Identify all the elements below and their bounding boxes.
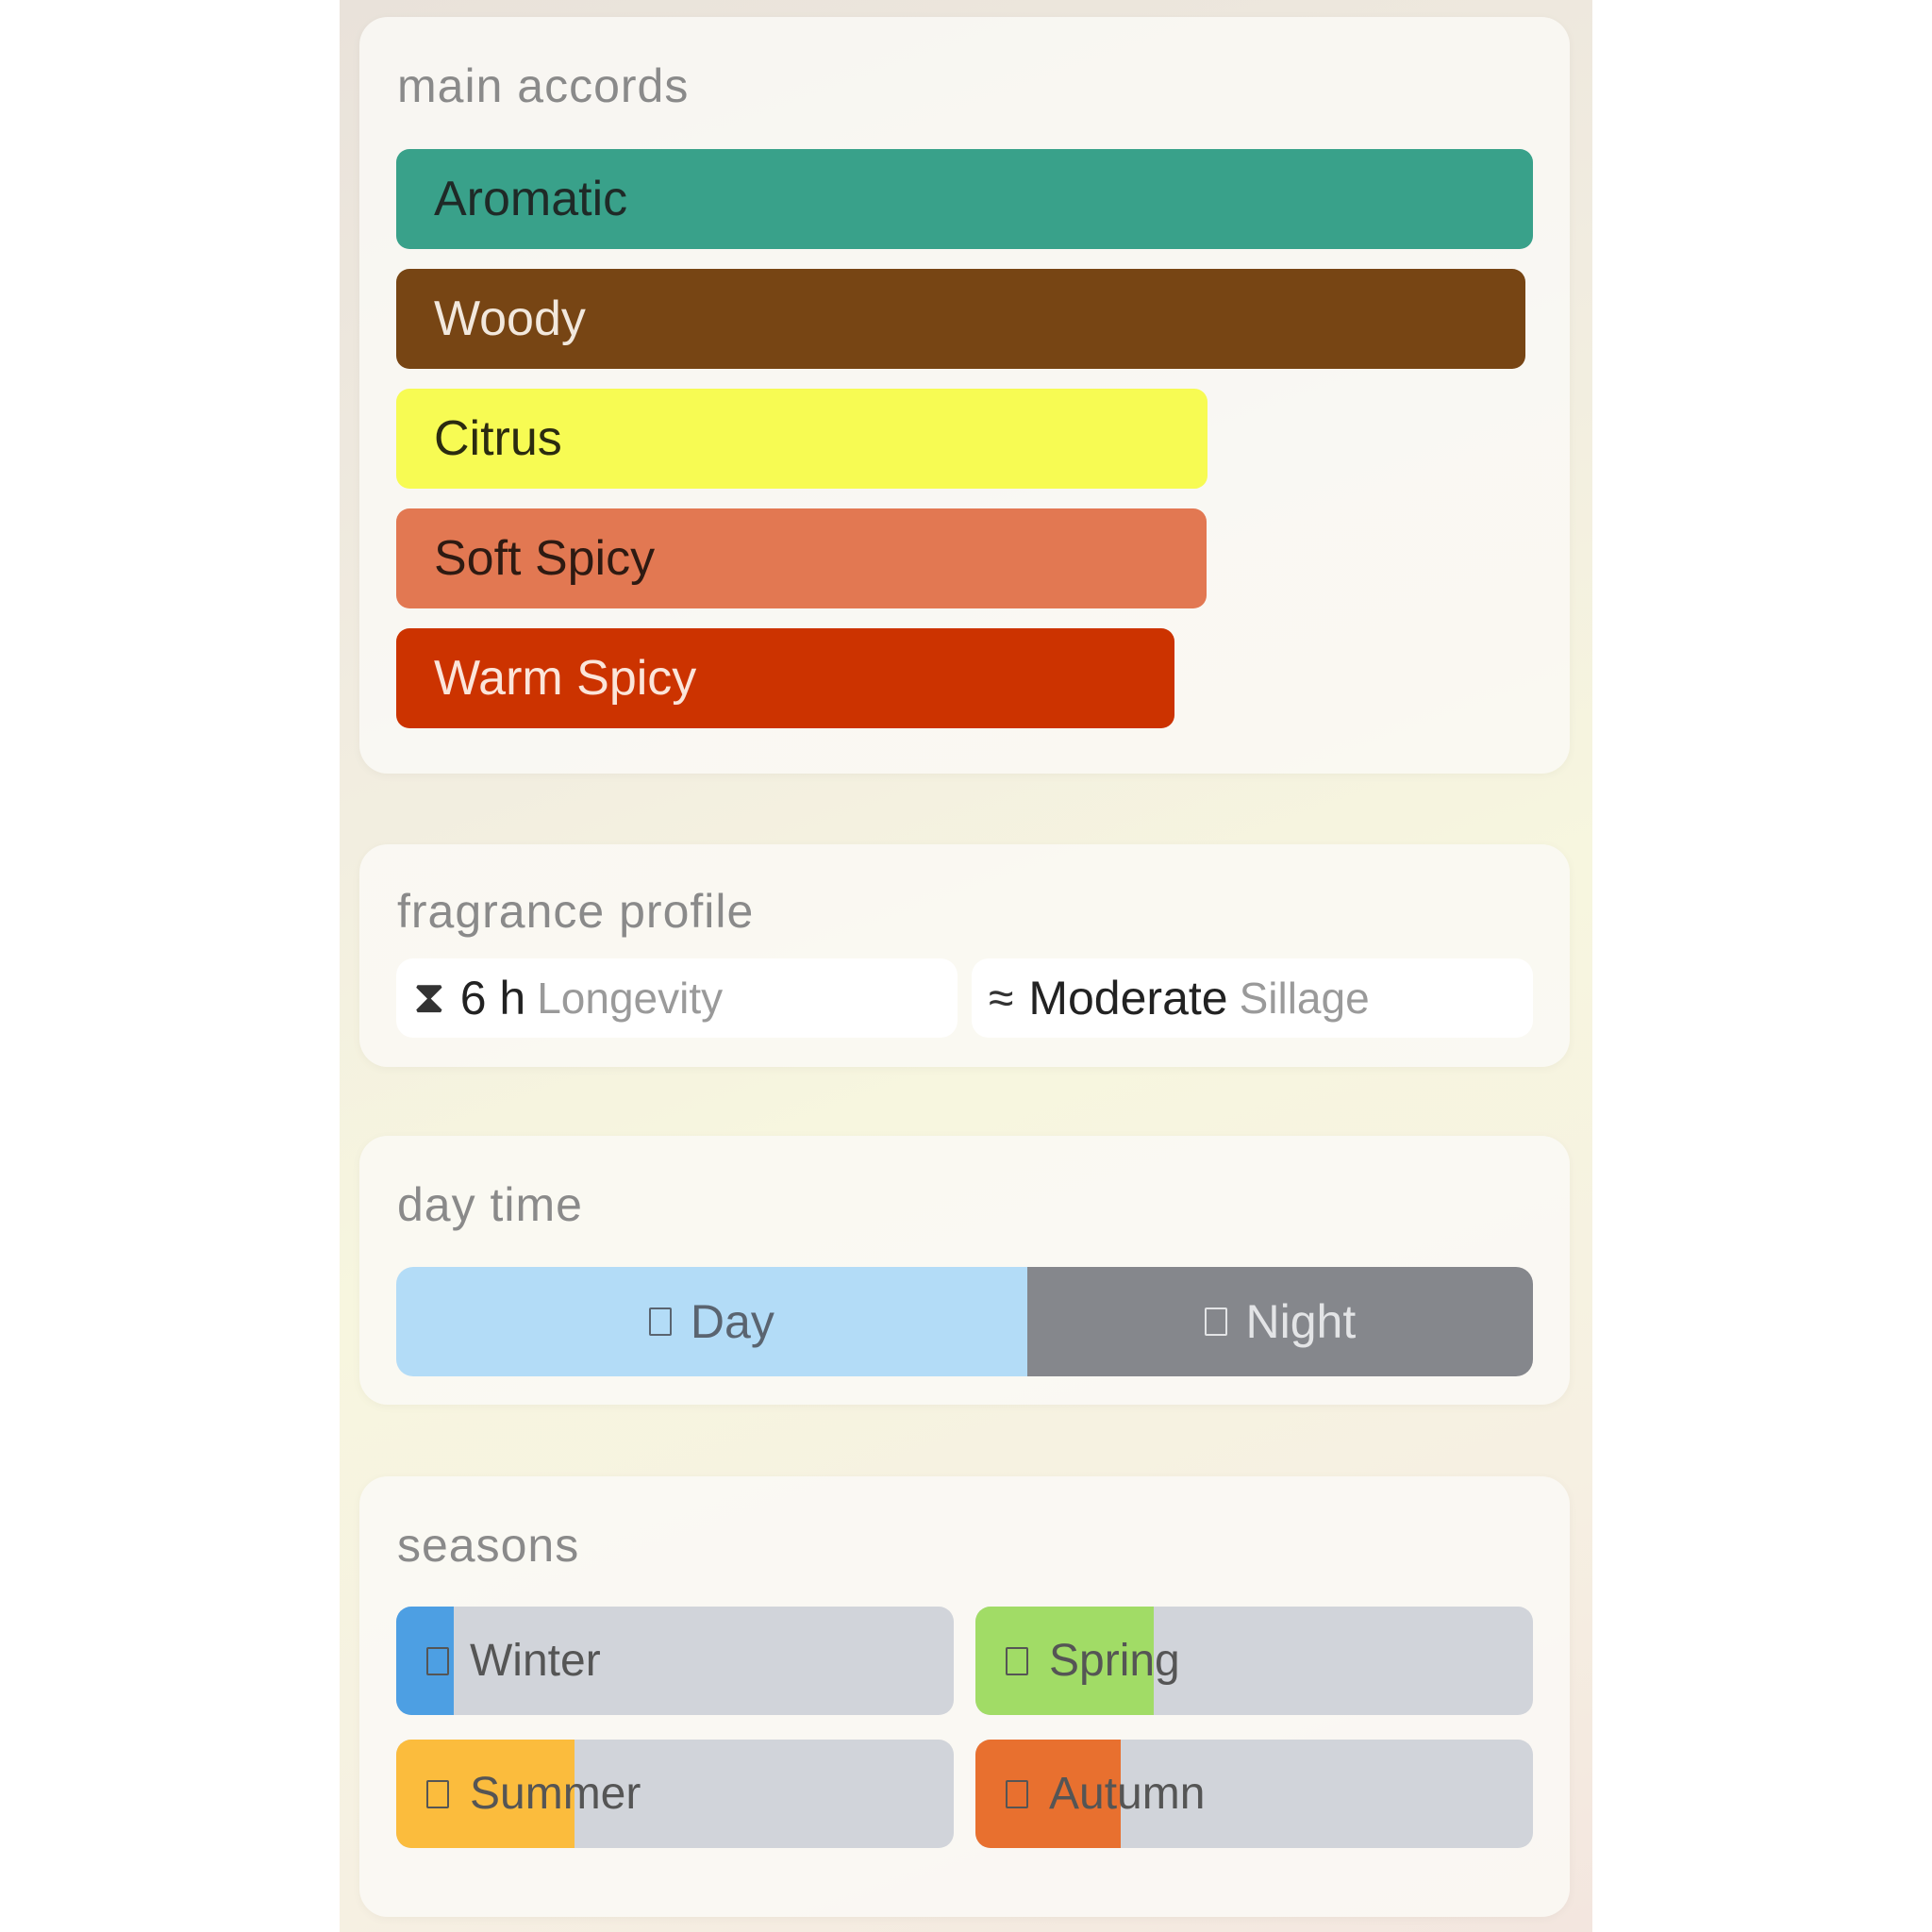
season-fill bbox=[396, 1740, 575, 1848]
accord-bar-woody: Woody bbox=[396, 269, 1525, 369]
season-icon bbox=[426, 1779, 449, 1808]
accord-label: Woody bbox=[434, 291, 586, 346]
main-accords-card: main accords Aromatic Woody Citrus Soft Spi… bbox=[359, 17, 1570, 774]
accord-bar-soft-spicy: Soft Spicy bbox=[396, 508, 1208, 608]
season-icon bbox=[1006, 1646, 1028, 1675]
night-label: Night bbox=[1245, 1295, 1357, 1348]
hourglass-icon: ⧗ bbox=[413, 973, 445, 1023]
accord-bar-aromatic: Aromatic bbox=[396, 149, 1533, 249]
longevity-pill: ⧗ 6 h Longevity bbox=[396, 958, 958, 1038]
season-fill bbox=[975, 1740, 1122, 1848]
day-label: Day bbox=[690, 1295, 774, 1348]
accord-label: Aromatic bbox=[434, 172, 628, 226]
season-icon bbox=[1006, 1779, 1028, 1808]
season-label: Winter bbox=[470, 1636, 601, 1686]
day-segment: Day bbox=[396, 1267, 1027, 1376]
season-label: Summer bbox=[470, 1769, 641, 1819]
night-segment: Night bbox=[1026, 1267, 1533, 1376]
season-fill bbox=[396, 1607, 455, 1715]
season-spring: Spring bbox=[975, 1607, 1533, 1715]
season-label: Autumn bbox=[1049, 1769, 1206, 1819]
accord-label: Warm Spicy bbox=[434, 651, 697, 706]
sillage-value: Moderate bbox=[1028, 972, 1228, 1024]
accord-bar-warm-spicy: Warm Spicy bbox=[396, 628, 1175, 728]
day-icon bbox=[648, 1307, 672, 1336]
season-label: Spring bbox=[1049, 1636, 1180, 1686]
season-summer: Summer bbox=[396, 1740, 954, 1848]
day-night-bar: Day Night bbox=[396, 1267, 1533, 1376]
longevity-label: Longevity bbox=[537, 974, 724, 1023]
day-time-title: day time bbox=[397, 1178, 583, 1231]
accord-bar-citrus: Citrus bbox=[396, 389, 1208, 489]
season-winter: Winter bbox=[396, 1607, 954, 1715]
season-autumn: Autumn bbox=[975, 1740, 1533, 1848]
season-fill bbox=[975, 1607, 1154, 1715]
accord-label: Citrus bbox=[434, 411, 562, 466]
longevity-value: 6 h bbox=[459, 972, 526, 1024]
sillage-label: Sillage bbox=[1239, 974, 1370, 1023]
main-accords-title: main accords bbox=[397, 59, 690, 112]
seasons-title: seasons bbox=[397, 1519, 580, 1572]
waves-icon: ≈ bbox=[989, 973, 1014, 1024]
sillage-pill: ≈ Moderate Sillage bbox=[972, 958, 1533, 1038]
fragrance-profile-title: fragrance profile bbox=[397, 885, 755, 938]
accord-label: Soft Spicy bbox=[434, 531, 656, 586]
night-icon bbox=[1204, 1307, 1227, 1336]
season-icon bbox=[426, 1646, 449, 1675]
